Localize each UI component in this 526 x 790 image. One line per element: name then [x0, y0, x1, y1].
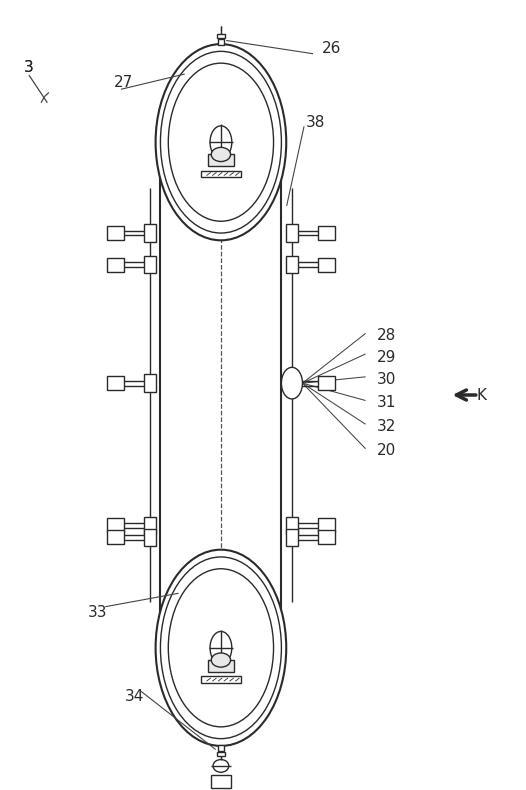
Bar [318, 258, 335, 272]
Bar [144, 529, 156, 546]
Bar [286, 224, 298, 242]
Bar [318, 518, 335, 532]
Text: 31: 31 [377, 396, 396, 410]
Text: 27: 27 [114, 76, 133, 90]
Bar [318, 530, 335, 544]
Bar [286, 256, 298, 273]
Text: K: K [476, 388, 487, 402]
Text: 3: 3 [24, 60, 34, 74]
Bar [217, 34, 225, 38]
Bar [211, 776, 231, 788]
Ellipse shape [168, 63, 274, 221]
Text: 34: 34 [125, 690, 144, 704]
Text: 3: 3 [24, 60, 34, 74]
Bar [107, 258, 124, 272]
Ellipse shape [213, 759, 229, 773]
Bar [217, 752, 225, 756]
Ellipse shape [210, 126, 232, 159]
Bar [208, 660, 234, 672]
Bar [286, 529, 298, 546]
Text: 30: 30 [377, 372, 396, 386]
Bar [218, 39, 224, 46]
Bar [144, 224, 156, 242]
Bar [107, 226, 124, 240]
Text: 28: 28 [377, 329, 396, 343]
Bar [318, 226, 335, 240]
Ellipse shape [160, 557, 281, 739]
Bar [144, 517, 156, 534]
Bar [286, 374, 298, 392]
Bar [201, 676, 240, 683]
Bar [144, 256, 156, 273]
Text: 26: 26 [322, 42, 341, 56]
Ellipse shape [211, 653, 230, 667]
Text: 33: 33 [87, 605, 107, 619]
Bar [144, 374, 156, 392]
Bar [318, 376, 335, 390]
Ellipse shape [168, 569, 274, 727]
Ellipse shape [156, 550, 286, 746]
Ellipse shape [210, 631, 232, 664]
Text: 20: 20 [377, 443, 396, 457]
Bar [201, 171, 240, 177]
Text: 29: 29 [377, 350, 396, 364]
Ellipse shape [156, 44, 286, 240]
Text: 38: 38 [306, 115, 325, 130]
Bar [107, 530, 124, 544]
Ellipse shape [211, 148, 230, 161]
Bar [218, 744, 224, 751]
Bar [107, 518, 124, 532]
Bar [208, 155, 234, 166]
Ellipse shape [160, 51, 281, 233]
Bar [286, 517, 298, 534]
Bar [107, 376, 124, 390]
Text: 32: 32 [377, 419, 396, 434]
Ellipse shape [281, 367, 302, 399]
